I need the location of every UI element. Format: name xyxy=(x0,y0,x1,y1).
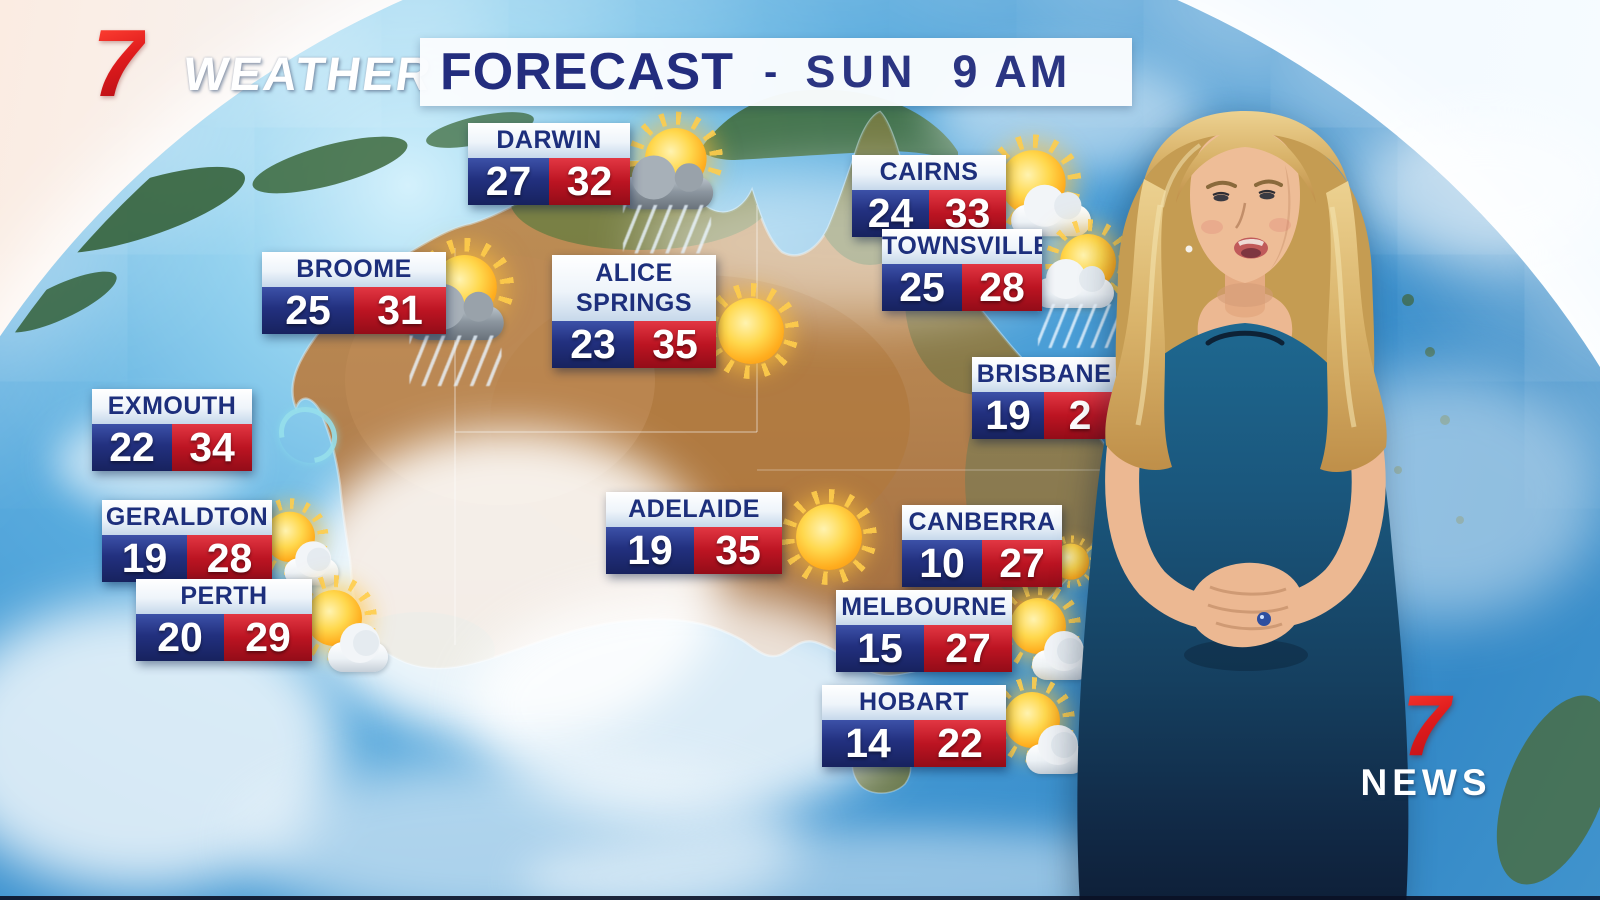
city-card-alice-springs: ALICE SPRINGS 23 35 xyxy=(552,255,716,368)
min-temp: 15 xyxy=(836,625,924,672)
cyclone-icon xyxy=(267,395,378,498)
cyclone-ring xyxy=(267,395,349,475)
banner-title: FORECAST xyxy=(440,43,734,101)
min-temp: 19 xyxy=(606,527,694,574)
weather-brand-title: WEATHER xyxy=(180,47,436,100)
rain-icon xyxy=(409,335,502,387)
presenter-eye-right xyxy=(1259,192,1275,200)
forecast-banner: FORECAST - SUN 9 AM xyxy=(420,38,1132,106)
banner-day: SUN xyxy=(805,46,919,97)
city-name: CAIRNS xyxy=(852,155,1006,190)
city-name: ADELAIDE xyxy=(606,492,782,527)
banner-separator: - xyxy=(764,49,778,94)
city-card-darwin: DARWIN 27 32 xyxy=(468,123,630,205)
city-name: ALICE SPRINGS xyxy=(552,255,716,321)
sun-icon xyxy=(702,288,812,388)
min-temp: 25 xyxy=(262,287,354,334)
min-temp: 27 xyxy=(468,158,549,205)
max-temp: 34 xyxy=(172,424,252,471)
city-card-canberra: CANBERRA 10 27 xyxy=(902,505,1062,587)
min-temp: 20 xyxy=(136,614,224,661)
city-name: BRISBANE xyxy=(972,357,1116,392)
max-temp: 2 xyxy=(1044,392,1116,439)
max-temp: 35 xyxy=(694,527,782,574)
city-card-exmouth: EXMOUTH 22 34 xyxy=(92,389,252,471)
presenter-ring xyxy=(1257,612,1271,626)
min-temp: 19 xyxy=(102,535,187,582)
city-name: BROOME xyxy=(262,252,446,287)
max-temp: 31 xyxy=(354,287,446,334)
min-temp: 22 xyxy=(92,424,172,471)
city-card-adelaide: ADELAIDE 19 35 xyxy=(606,492,782,574)
cloud-icon xyxy=(1026,725,1086,774)
city-card-melbourne: MELBOURNE 15 27 xyxy=(836,590,1012,672)
presenter-eye-left xyxy=(1213,194,1229,202)
city-name: CANBERRA xyxy=(902,505,1062,540)
city-card-broome: BROOME 25 31 xyxy=(262,252,446,334)
bottom-edge-bar xyxy=(0,896,1600,900)
seven-news-7-icon: 7 xyxy=(1336,683,1516,769)
city-card-hobart: HOBART 14 22 xyxy=(822,685,1006,767)
max-temp: 35 xyxy=(634,321,716,368)
max-temp: 27 xyxy=(982,540,1062,587)
min-temp: 14 xyxy=(822,720,914,767)
min-temp: 25 xyxy=(882,264,962,311)
sun-icon xyxy=(780,494,890,594)
city-name: EXMOUTH xyxy=(92,389,252,424)
rain-icon xyxy=(623,205,711,254)
cloud-icon xyxy=(328,623,388,672)
banner-time: 9 AM xyxy=(952,46,1071,97)
storm-icon xyxy=(612,128,733,254)
presenter-earring xyxy=(1185,245,1193,253)
city-name: HOBART xyxy=(822,685,1006,720)
city-name: DARWIN xyxy=(468,123,630,158)
seven-news-wordmark: NEWS xyxy=(1360,761,1492,803)
min-temp: 10 xyxy=(902,540,982,587)
city-name: MELBOURNE xyxy=(836,590,1012,625)
sun-cloud-icon xyxy=(990,688,1100,788)
city-name: PERTH xyxy=(136,579,312,614)
city-card-geraldton: GERALDTON 19 28 xyxy=(102,500,272,582)
max-temp: 27 xyxy=(924,625,1012,672)
weather-presenter xyxy=(1077,111,1409,900)
city-card-brisbane: BRISBANE 19 2 xyxy=(972,357,1116,439)
max-temp: 29 xyxy=(224,614,312,661)
city-name: GERALDTON xyxy=(102,500,272,535)
max-temp: 28 xyxy=(962,264,1042,311)
min-temp: 23 xyxy=(552,321,634,368)
max-temp: 32 xyxy=(549,158,630,205)
sun-disc xyxy=(796,504,862,570)
city-name: TOWNSVILLE xyxy=(882,229,1042,264)
min-temp: 19 xyxy=(972,392,1044,439)
seven-network-logo: 7 xyxy=(92,10,146,117)
cloud-icon xyxy=(1032,631,1092,680)
sun-cloud-icon xyxy=(996,594,1106,694)
city-card-cairns: CAIRNS 24 33 xyxy=(852,155,1006,237)
max-temp: 22 xyxy=(914,720,1006,767)
sun-disc xyxy=(718,298,784,364)
seven-news-logo: 7 NEWS xyxy=(1336,683,1516,804)
city-card-perth: PERTH 20 29 xyxy=(136,579,312,661)
max-temp: 28 xyxy=(187,535,272,582)
city-card-townsville: TOWNSVILLE 25 28 xyxy=(882,229,1042,311)
